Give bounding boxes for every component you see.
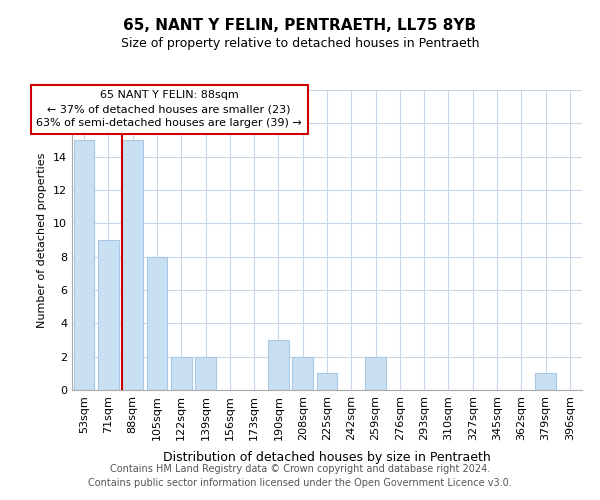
Bar (195, 356, 216, 390)
Bar (317, 374, 337, 390)
Bar (171, 356, 191, 390)
Text: 65, NANT Y FELIN, PENTRAETH, LL75 8YB: 65, NANT Y FELIN, PENTRAETH, LL75 8YB (124, 18, 476, 32)
Bar (535, 374, 556, 390)
Text: Contains HM Land Registry data © Crown copyright and database right 2024.
Contai: Contains HM Land Registry data © Crown c… (88, 464, 512, 487)
Text: 65 NANT Y FELIN: 88sqm
← 37% of detached houses are smaller (23)
63% of semi-det: 65 NANT Y FELIN: 88sqm ← 37% of detached… (36, 90, 302, 128)
Y-axis label: Number of detached properties: Number of detached properties (37, 152, 47, 328)
Text: Size of property relative to detached houses in Pentraeth: Size of property relative to detached ho… (121, 38, 479, 51)
Bar (365, 356, 386, 390)
Bar (292, 356, 313, 390)
Bar (74, 140, 94, 390)
Bar (268, 340, 289, 390)
X-axis label: Distribution of detached houses by size in Pentraeth: Distribution of detached houses by size … (163, 451, 491, 464)
Bar (146, 256, 167, 390)
Bar (122, 140, 143, 390)
Bar (98, 240, 119, 390)
